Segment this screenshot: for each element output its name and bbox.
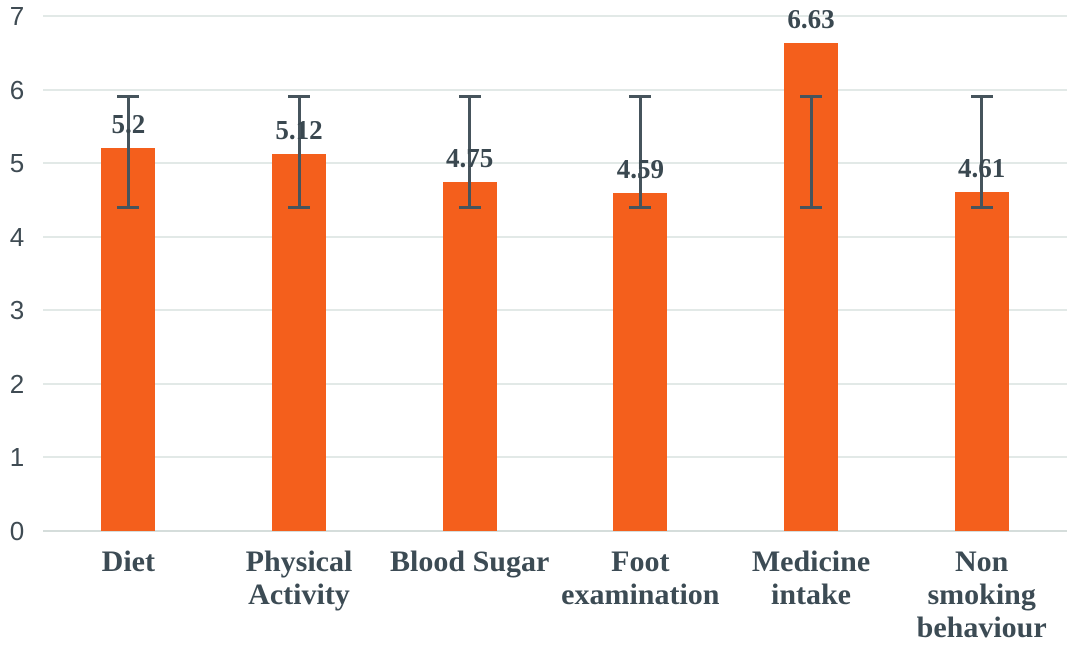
value-label: 4.59 [616,154,664,185]
category-label: Foot examination [561,545,720,611]
error-bar-top-cap [970,94,993,98]
y-tick-label: 4 [9,221,25,252]
error-bar-top-cap [117,94,140,98]
category-label: Physical Activity [245,545,353,611]
error-bar-bottom-cap [970,205,993,209]
y-tick-label: 7 [9,1,25,31]
value-label: 5.2 [111,109,146,140]
bar-diet [101,148,156,531]
bar-physical-activity [272,154,326,531]
error-bar-line [468,94,472,209]
error-bar-line [809,94,813,209]
value-label: 4.61 [958,152,1006,183]
gridline [43,162,1067,165]
bar-blood-sugar [442,181,497,531]
error-bar-line [297,94,301,209]
error-bar-top-cap [629,94,652,98]
category-label: Medicine intake [751,545,871,611]
y-tick-label: 3 [9,295,25,326]
gridline [43,235,1067,238]
gridline [43,309,1067,312]
error-bar-line [126,94,130,209]
y-tick-label: 1 [9,442,25,473]
error-bar-bottom-cap [458,205,481,209]
bar-non-smoking-behaviour [954,191,1009,531]
error-bar-top-cap [288,94,310,98]
category-label: Diet [101,545,155,578]
value-label: 4.75 [446,142,494,173]
gridline [43,15,1067,17]
error-bar-bottom-cap [117,205,140,209]
error-bar-line [980,94,984,209]
category-label: Blood Sugar [390,545,550,578]
error-bar-top-cap [800,94,822,98]
value-label: 6.63 [787,4,835,35]
error-bar-bottom-cap [800,205,822,209]
error-bar-bottom-cap [288,205,310,209]
bar-foot-examination [613,193,668,531]
error-bar-line [638,94,642,209]
y-tick-label: 2 [9,368,25,399]
gridline [43,456,1067,459]
error-bar-top-cap [458,94,481,98]
error-bar-bottom-cap [629,205,652,209]
x-axis-line [43,530,1067,532]
y-tick-label: 5 [9,148,25,179]
gridline [43,88,1067,91]
category-label: Non smoking behaviour [916,545,1047,644]
y-tick-label: 0 [9,516,25,546]
value-label: 5.12 [275,115,323,146]
gridline [43,382,1067,385]
y-tick-label: 6 [9,74,25,105]
